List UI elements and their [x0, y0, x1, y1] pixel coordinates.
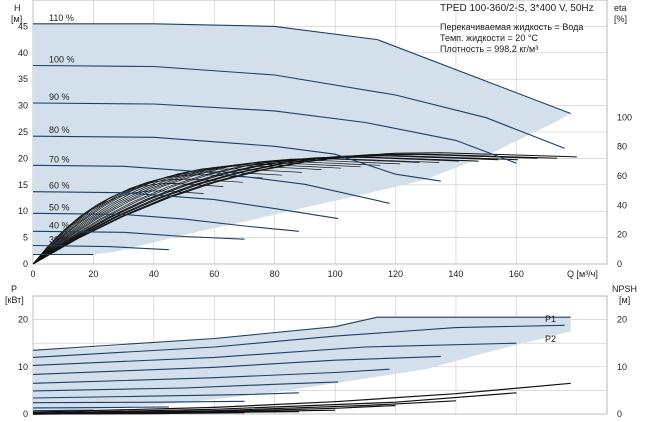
npsh-curve — [32, 382, 571, 413]
y2-tick-label: 0 — [617, 259, 622, 269]
efficiency-curve — [32, 165, 322, 265]
head-curve-label: 80 % — [49, 125, 70, 135]
x-axis-label: Q [м³/ч] — [567, 269, 598, 279]
x-tick-label: 80 — [270, 269, 280, 279]
power-curve — [32, 381, 339, 392]
x-tick-label: 120 — [388, 269, 403, 279]
info-liquid: Перекачиваемая жидкость = Вода — [440, 22, 583, 32]
series-label-p1: P1 — [545, 314, 556, 324]
power-curve — [32, 392, 299, 399]
head-curve — [32, 244, 169, 251]
y-tick-label: 35 — [18, 74, 28, 84]
y-axis-unit-h: [м] — [11, 14, 22, 24]
info-temp: Темп. жидкости = 20 °C — [440, 33, 538, 43]
y-axis-unit-p: [кВт] — [5, 295, 24, 305]
power-curve — [32, 400, 245, 404]
y2-tick-label: 80 — [617, 142, 627, 152]
y-tick-label: 30 — [18, 101, 28, 111]
y2-axis-unit-npsh: [м] — [619, 295, 630, 305]
power-curve — [32, 342, 517, 366]
x-tick-label: 0 — [30, 269, 35, 279]
power-curve — [32, 368, 390, 384]
power-curve — [32, 355, 441, 375]
head-curve — [32, 102, 517, 164]
power-area-fill — [33, 317, 571, 412]
head-curve-label: 40 % — [49, 220, 70, 230]
npsh-tick-label: 10 — [617, 362, 627, 372]
efficiency-curves — [32, 152, 577, 265]
y-axis-label-h: H — [14, 3, 21, 13]
head-curve — [32, 164, 390, 204]
power-curve — [32, 316, 571, 351]
y-axis-label-p: P — [11, 284, 17, 294]
y2-tick-label: 20 — [617, 230, 627, 240]
chart-title: TPED 100-360/2-S, 3*400 V, 50Hz — [440, 3, 594, 14]
y-tick-label: 45 — [18, 21, 28, 31]
npsh-curves — [32, 382, 571, 415]
y-tick-label: 20 — [18, 153, 28, 163]
x-tick-label: 20 — [88, 269, 98, 279]
power-area — [33, 317, 571, 412]
efficiency-curve — [32, 155, 518, 265]
bottom-tick-labels: 0 10 20 0 10 20 — [18, 315, 627, 419]
y-tick-label: 25 — [18, 127, 28, 137]
p-tick-label: 10 — [18, 362, 28, 372]
y2-axis-unit-eta: [%] — [614, 14, 627, 24]
efficiency-curve — [32, 178, 244, 265]
y-tick-label: 10 — [18, 206, 28, 216]
efficiency-curve — [32, 158, 440, 265]
npsh-tick-label: 20 — [617, 315, 627, 325]
y-tick-label: 40 — [18, 48, 28, 58]
x-tick-label: 60 — [209, 269, 219, 279]
head-curve-label: 60 % — [49, 181, 70, 191]
head-curve-label: 50 % — [49, 202, 70, 212]
head-curve — [33, 23, 571, 115]
head-curve — [32, 230, 245, 240]
head-curve — [32, 64, 565, 149]
x-tick-label: 40 — [149, 269, 159, 279]
y-tick-label: 15 — [18, 180, 28, 190]
info-density: Плотность = 998.2 кг/м³ — [440, 44, 538, 54]
x-tick-label: 160 — [509, 269, 524, 279]
y-tick-label: 0 — [23, 259, 28, 269]
head-curve — [32, 191, 339, 220]
p-tick-label: 0 — [23, 409, 28, 419]
y2-axis-label-npsh: NPSH — [612, 284, 637, 294]
npsh-curve — [32, 392, 517, 414]
head-curve-label: 90 % — [49, 92, 70, 102]
head-curve-label: 30 % — [49, 235, 70, 245]
efficiency-curve — [32, 190, 204, 265]
y2-tick-label: 40 — [617, 200, 627, 210]
efficiency-curve — [32, 168, 302, 265]
power-curves — [32, 316, 571, 412]
y2-tick-label: 100 — [617, 112, 632, 122]
head-curves: 110 % 100 % 90 % 80 % 70 % 60 % 50 % 40 % 30 % — [32, 13, 571, 256]
y2-tick-label: 60 — [617, 171, 627, 181]
x-tick-label: 100 — [328, 269, 343, 279]
top-tick-labels: 0 20 40 60 80 100 120 140 160 0 5 10 15 20 25 30 35 40 45 0… — [18, 21, 632, 279]
y-tick-label: 5 — [23, 233, 28, 243]
head-curve — [32, 135, 441, 182]
head-curve-label: 100 % — [49, 54, 75, 64]
y2-axis-label-eta: eta — [614, 3, 627, 13]
npsh-tick-label: 0 — [617, 409, 622, 419]
power-curve — [32, 406, 169, 409]
efficiency-curve — [32, 159, 401, 265]
head-curve — [32, 212, 299, 232]
power-curve — [32, 324, 565, 358]
x-tick-label: 140 — [448, 269, 463, 279]
p-tick-label: 20 — [18, 315, 28, 325]
npsh-curve — [32, 404, 396, 415]
npsh-curve — [32, 412, 169, 415]
head-curve-label: 70 % — [49, 154, 70, 164]
efficiency-curve — [32, 153, 558, 265]
head-curve-label: 110 % — [49, 13, 74, 23]
efficiency-curve — [32, 174, 263, 265]
series-label-p2: P2 — [545, 334, 556, 344]
